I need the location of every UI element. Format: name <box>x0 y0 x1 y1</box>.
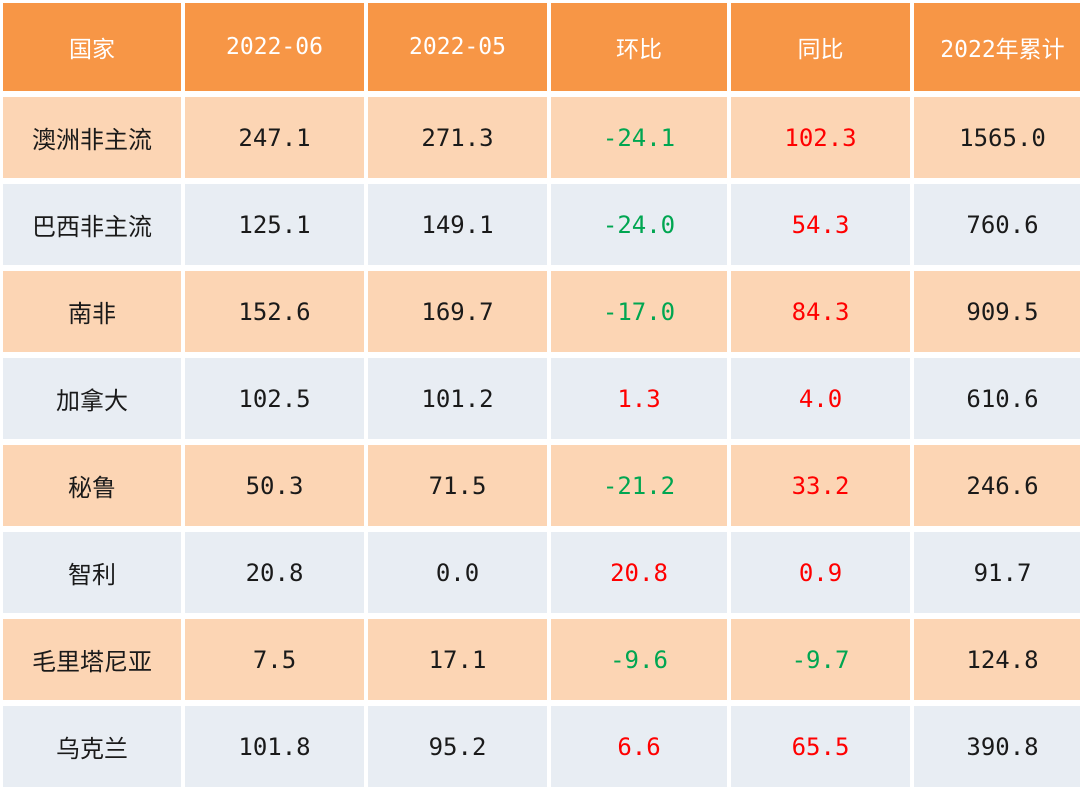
yoy-cell: 33.2 <box>731 445 910 526</box>
country-cell: 秘鲁 <box>3 445 181 526</box>
value-2022-06-cell: 101.8 <box>185 706 364 787</box>
mom-cell: -21.2 <box>551 445 727 526</box>
value-2022-05-cell: 95.2 <box>368 706 547 787</box>
value-2022-06-cell: 20.8 <box>185 532 364 613</box>
mom-cell: -17.0 <box>551 271 727 352</box>
ytd-cell: 390.8 <box>914 706 1080 787</box>
ytd-cell: 246.6 <box>914 445 1080 526</box>
mom-cell: 1.3 <box>551 358 727 439</box>
country-cell: 南非 <box>3 271 181 352</box>
country-cell: 巴西非主流 <box>3 184 181 265</box>
mom-cell: 6.6 <box>551 706 727 787</box>
mom-cell: 20.8 <box>551 532 727 613</box>
yoy-cell: 4.0 <box>731 358 910 439</box>
country-cell: 澳洲非主流 <box>3 97 181 178</box>
value-2022-06-cell: 7.5 <box>185 619 364 700</box>
value-2022-05-cell: 17.1 <box>368 619 547 700</box>
yoy-cell: -9.7 <box>731 619 910 700</box>
country-cell: 乌克兰 <box>3 706 181 787</box>
header-2022-06: 2022-06 <box>185 3 364 91</box>
header-country: 国家 <box>3 3 181 91</box>
header-ytd: 2022年累计 <box>914 3 1080 91</box>
yoy-cell: 0.9 <box>731 532 910 613</box>
mom-cell: -24.1 <box>551 97 727 178</box>
yoy-cell: 54.3 <box>731 184 910 265</box>
value-2022-06-cell: 50.3 <box>185 445 364 526</box>
value-2022-05-cell: 271.3 <box>368 97 547 178</box>
ytd-cell: 91.7 <box>914 532 1080 613</box>
value-2022-05-cell: 149.1 <box>368 184 547 265</box>
header-mom: 环比 <box>551 3 727 91</box>
value-2022-06-cell: 125.1 <box>185 184 364 265</box>
country-cell: 加拿大 <box>3 358 181 439</box>
yoy-cell: 102.3 <box>731 97 910 178</box>
value-2022-06-cell: 102.5 <box>185 358 364 439</box>
country-cell: 毛里塔尼亚 <box>3 619 181 700</box>
mom-cell: -24.0 <box>551 184 727 265</box>
value-2022-06-cell: 247.1 <box>185 97 364 178</box>
value-2022-05-cell: 101.2 <box>368 358 547 439</box>
ytd-cell: 610.6 <box>914 358 1080 439</box>
ytd-cell: 1565.0 <box>914 97 1080 178</box>
yoy-cell: 65.5 <box>731 706 910 787</box>
value-2022-06-cell: 152.6 <box>185 271 364 352</box>
yoy-cell: 84.3 <box>731 271 910 352</box>
value-2022-05-cell: 169.7 <box>368 271 547 352</box>
value-2022-05-cell: 71.5 <box>368 445 547 526</box>
mom-cell: -9.6 <box>551 619 727 700</box>
ytd-cell: 909.5 <box>914 271 1080 352</box>
value-2022-05-cell: 0.0 <box>368 532 547 613</box>
ytd-cell: 124.8 <box>914 619 1080 700</box>
ytd-cell: 760.6 <box>914 184 1080 265</box>
header-2022-05: 2022-05 <box>368 3 547 91</box>
country-cell: 智利 <box>3 532 181 613</box>
header-yoy: 同比 <box>731 3 910 91</box>
